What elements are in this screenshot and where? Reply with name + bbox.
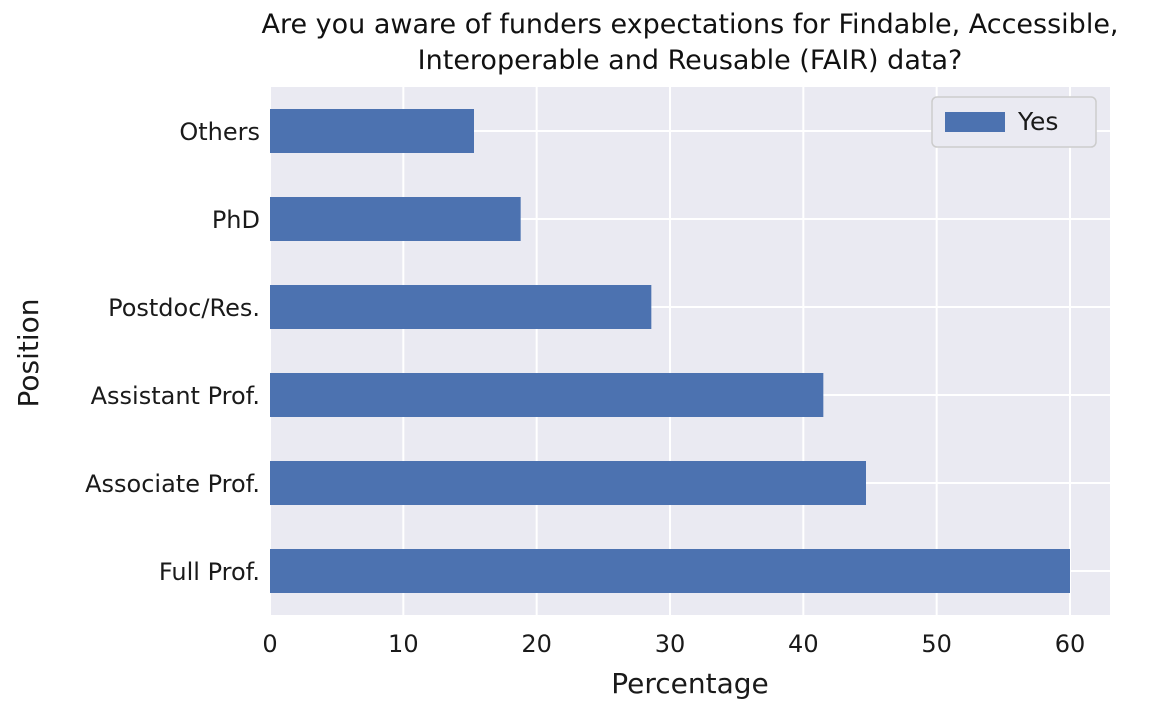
y-axis-label: Position — [12, 298, 45, 407]
bar-full-prof — [270, 549, 1070, 593]
legend-swatch — [945, 112, 1005, 132]
x-tick-label: 10 — [388, 630, 419, 658]
x-tick-label: 50 — [921, 630, 952, 658]
x-tick-label: 60 — [1055, 630, 1086, 658]
y-tick-label: Others — [179, 118, 260, 146]
y-tick-label: Full Prof. — [159, 558, 260, 586]
y-tick-label: PhD — [212, 206, 260, 234]
x-tick-label: 0 — [262, 630, 277, 658]
legend: Yes — [931, 96, 1097, 148]
tick-labels: Full Prof. Associate Prof. Assistant Prof.… — [85, 118, 1085, 658]
bar-others — [270, 109, 474, 153]
x-tick-label: 30 — [655, 630, 686, 658]
y-tick-label: Assistant Prof. — [91, 382, 260, 410]
y-tick-label: Postdoc/Res. — [108, 294, 260, 322]
x-tick-label: 20 — [521, 630, 552, 658]
chart-title-line-1: Are you aware of funders expectations fo… — [261, 9, 1118, 40]
bar-phd — [270, 197, 521, 241]
bars — [270, 109, 1070, 593]
x-tick-label: 40 — [788, 630, 819, 658]
bar-associate-prof — [270, 461, 866, 505]
plot-area — [270, 87, 1110, 615]
legend-box — [931, 96, 1097, 148]
bar-assistant-prof — [270, 373, 824, 417]
legend-label: Yes — [1017, 107, 1058, 136]
bar-postdoc-res — [270, 285, 652, 329]
x-axis-label: Percentage — [611, 667, 769, 700]
y-tick-label: Associate Prof. — [85, 470, 260, 498]
chart-title-line-2: Interoperable and Reusable (FAIR) data? — [418, 45, 963, 76]
